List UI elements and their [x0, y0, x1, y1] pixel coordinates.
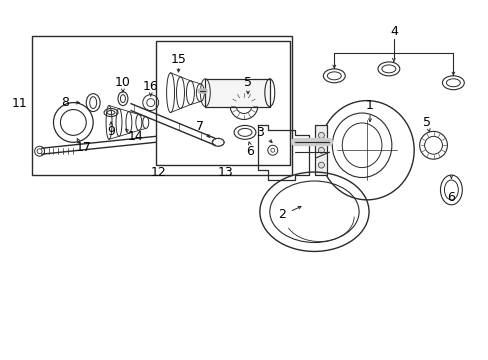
- Text: 8: 8: [61, 96, 69, 109]
- Bar: [205, 79, 269, 107]
- Text: 5: 5: [422, 116, 430, 129]
- Text: 15: 15: [170, 53, 186, 67]
- Bar: [155, 41, 289, 165]
- Text: 12: 12: [150, 166, 166, 179]
- Text: 16: 16: [142, 80, 158, 93]
- Circle shape: [318, 162, 324, 168]
- Circle shape: [318, 147, 324, 153]
- Bar: [205, 79, 269, 107]
- Bar: [315, 125, 326, 175]
- Bar: [315, 125, 326, 175]
- Text: 6: 6: [447, 192, 454, 204]
- Text: 10: 10: [115, 76, 131, 89]
- Text: 14: 14: [128, 130, 143, 143]
- Text: 4: 4: [389, 24, 397, 38]
- Text: 2: 2: [277, 208, 285, 221]
- Text: 3: 3: [255, 126, 264, 139]
- Text: 9: 9: [107, 125, 115, 138]
- Text: 11: 11: [12, 97, 27, 110]
- Text: 6: 6: [245, 145, 253, 158]
- Text: 7: 7: [196, 120, 204, 133]
- Circle shape: [318, 132, 324, 138]
- Bar: [32, 36, 291, 175]
- Text: 13: 13: [217, 166, 233, 179]
- Text: 1: 1: [366, 99, 373, 112]
- Text: 5: 5: [244, 76, 251, 89]
- Text: 17: 17: [75, 141, 91, 154]
